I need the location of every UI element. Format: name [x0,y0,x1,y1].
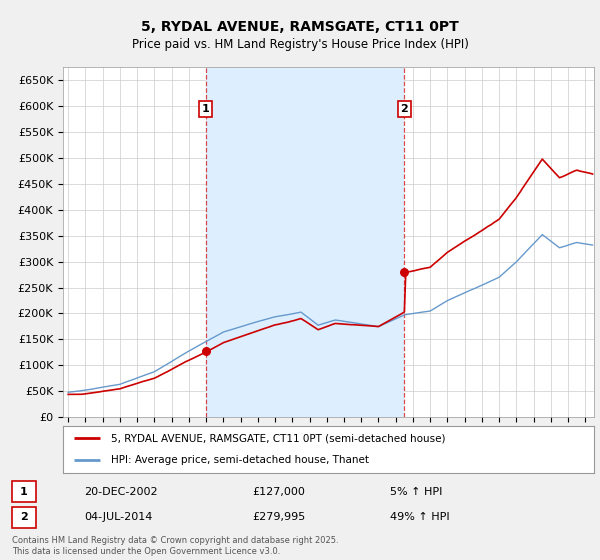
FancyBboxPatch shape [12,507,36,528]
FancyBboxPatch shape [12,481,36,502]
Point [400,268,409,277]
Text: £279,995: £279,995 [252,512,305,522]
Text: HPI: Average price, semi-detached house, Thanet: HPI: Average price, semi-detached house,… [111,455,369,465]
Text: 5% ↑ HPI: 5% ↑ HPI [390,487,442,497]
Text: 5, RYDAL AVENUE, RAMSGATE, CT11 0PT: 5, RYDAL AVENUE, RAMSGATE, CT11 0PT [141,20,459,34]
Text: 2: 2 [400,104,408,114]
Text: Price paid vs. HM Land Registry's House Price Index (HPI): Price paid vs. HM Land Registry's House … [131,38,469,51]
Text: 04-JUL-2014: 04-JUL-2014 [84,512,152,522]
Text: 2: 2 [20,512,28,522]
Text: £127,000: £127,000 [252,487,305,497]
Text: 49% ↑ HPI: 49% ↑ HPI [390,512,449,522]
Text: 1: 1 [202,104,209,114]
Text: 20-DEC-2002: 20-DEC-2002 [84,487,158,497]
Text: Contains HM Land Registry data © Crown copyright and database right 2025.
This d: Contains HM Land Registry data © Crown c… [12,536,338,556]
Bar [206,67,404,417]
Point [201,347,211,356]
Text: 5, RYDAL AVENUE, RAMSGATE, CT11 0PT (semi-detached house): 5, RYDAL AVENUE, RAMSGATE, CT11 0PT (sem… [111,433,445,444]
Text: 1: 1 [20,487,28,497]
